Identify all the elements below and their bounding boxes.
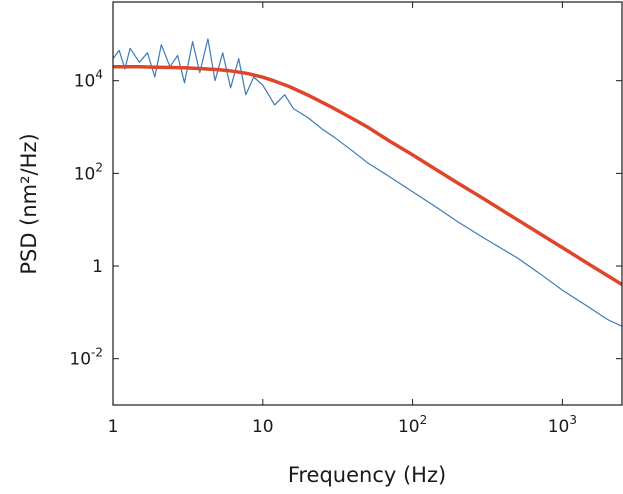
x-tick-label: 1	[108, 417, 119, 437]
y-tick-label-base: 1	[92, 257, 103, 277]
plot-frame	[112, 1, 623, 406]
x-tick-label: 103	[548, 413, 577, 437]
y-tick-label-base: 10	[74, 72, 96, 92]
x-tick-label-base: 10	[548, 417, 570, 437]
y-tick-label-exponent: 4	[95, 68, 103, 82]
series-layer	[113, 38, 622, 327]
y-tick-label-base: 10	[74, 164, 96, 184]
x-tick-label: 10	[252, 417, 274, 437]
plot-background	[113, 2, 622, 405]
x-axis-title: Frequency (Hz)	[288, 463, 446, 487]
x-tick-label-base: 10	[252, 417, 274, 437]
y-tick-label: 102	[74, 160, 103, 184]
y-tick-label: 10-2	[69, 346, 103, 370]
x-tick-label-base: 10	[398, 417, 420, 437]
x-tick-label-exponent: 3	[569, 413, 577, 427]
y-tick-label-exponent: 2	[95, 160, 103, 174]
y-tick-label: 104	[74, 68, 103, 92]
x-tick-label-base: 1	[108, 417, 119, 437]
series-line-lorentzian-fit	[113, 65, 622, 287]
x-tick-label: 102	[398, 413, 427, 437]
series-line-measured-psd	[113, 38, 622, 327]
y-tick-label-base: 10	[69, 350, 91, 370]
y-tick-label-exponent: -2	[91, 346, 103, 360]
y-tick-label: 1	[92, 257, 103, 277]
x-tick-label-exponent: 2	[420, 413, 428, 427]
y-axis-title: PSD (nm²/Hz)	[17, 133, 41, 274]
